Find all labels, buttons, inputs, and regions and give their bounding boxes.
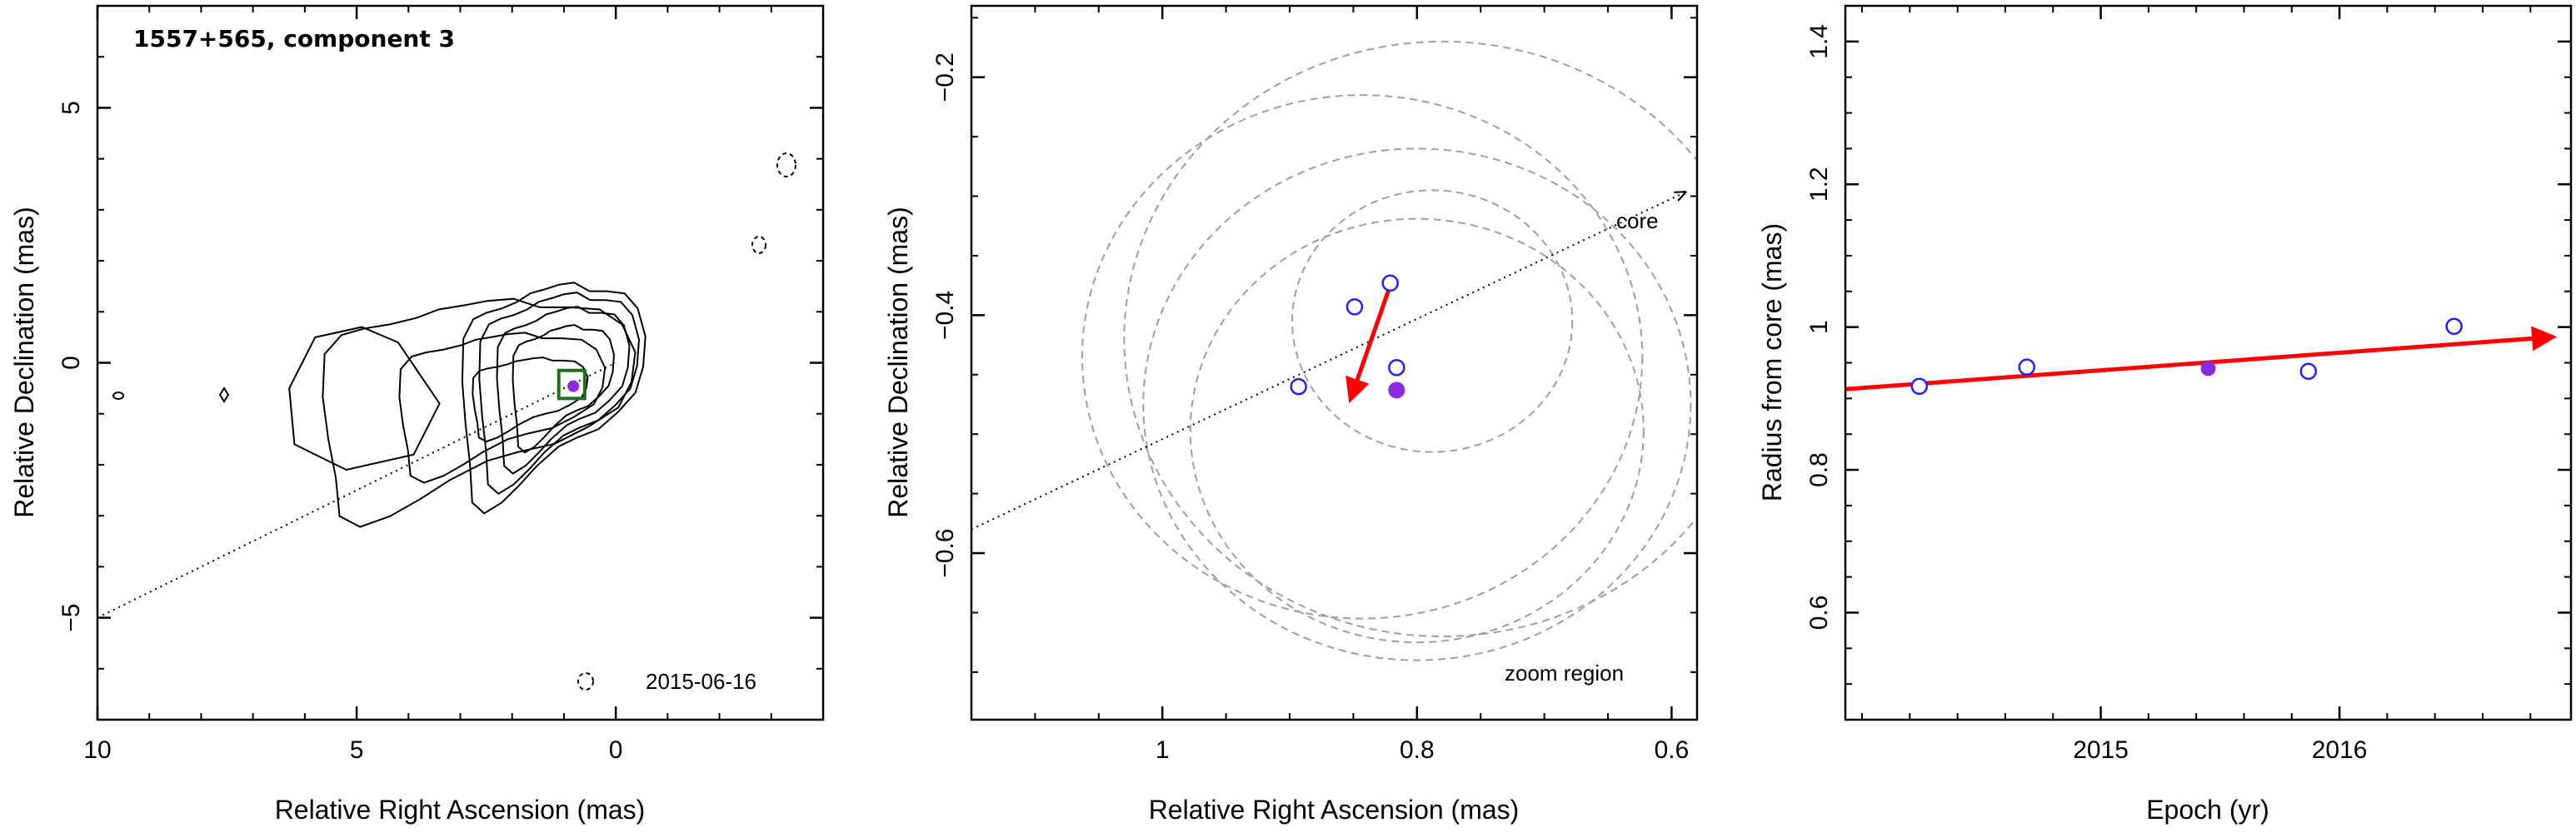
contour-level	[461, 282, 646, 515]
position-points	[1290, 274, 1405, 399]
panel-contour-map: 10 5 0 −5 0 5 1557+565, component 3 2015-06-1…	[9, 4, 825, 825]
contour-level	[472, 357, 589, 443]
radius-points	[1910, 317, 2463, 396]
contour-level	[288, 326, 441, 471]
open-point	[1381, 274, 1399, 292]
noise-contour	[577, 672, 594, 691]
plot-frame	[970, 4, 1699, 721]
y-tick-label: 5	[57, 101, 85, 115]
y-tick-label: 0.6	[1805, 596, 1833, 631]
y-tick-label: 1.2	[1805, 167, 1833, 202]
x-tick-label: 2015	[2073, 736, 2129, 764]
y-tick-label: −5	[57, 603, 85, 631]
open-point	[2445, 317, 2463, 336]
uncertainty-circles	[1081, 40, 1697, 661]
open-point	[2299, 362, 2318, 381]
noise-contour	[112, 392, 124, 400]
observation-date: 2015-06-16	[646, 669, 756, 694]
contour-level	[398, 332, 607, 484]
uncertainty-circle	[1142, 147, 1692, 661]
chart-title: 1557+565, component 3	[133, 25, 455, 52]
panel-zoom-region: 1 0.8 0.6 −0.6 −0.4 −0.2 core zoom region Rel…	[883, 4, 1699, 825]
axis-ticks: 1 0.8 0.6 −0.6 −0.4 −0.2	[931, 6, 1697, 764]
x-tick-label: 0.6	[1655, 736, 1690, 764]
velocity-vector	[1345, 284, 1393, 404]
open-point	[1910, 377, 1929, 396]
noise-contour	[218, 387, 230, 403]
y-tick-label: −0.6	[931, 528, 959, 577]
x-tick-label: 10	[83, 736, 111, 764]
zoom-region-label: zoom region	[1505, 661, 1624, 686]
contour-lines	[288, 282, 646, 528]
uncertainty-circle	[1189, 217, 1645, 644]
filled-point	[2200, 361, 2216, 377]
axis-ticks: 2015 2016 0.6 0.8 1 1.2 1.4	[1805, 5, 2571, 764]
contour-level	[512, 324, 616, 454]
zoom-box	[557, 368, 587, 401]
y-tick-label: 1	[1805, 320, 1833, 334]
trend-arrow	[1845, 326, 2558, 392]
panel-radius-epoch: 2015 2016 0.6 0.8 1 1.2 1.4 Epoch (yr) Radius …	[1757, 4, 2573, 825]
open-point	[1290, 377, 1307, 396]
open-point	[1388, 358, 1405, 377]
core-direction-line	[971, 192, 1685, 531]
noise-contour	[776, 152, 796, 177]
y-tick-label: −0.4	[931, 291, 959, 340]
y-tick-label: 0.8	[1805, 452, 1833, 487]
contour-level	[478, 292, 641, 496]
y-tick-label: 0	[57, 356, 85, 370]
axis-ticks: 10 5 0 −5 0 5	[57, 5, 824, 764]
uncertainty-circle	[1123, 40, 1697, 637]
noise-contour	[751, 236, 766, 254]
y-axis-label: Relative Declination (mas)	[883, 207, 913, 517]
contour-level	[496, 306, 631, 475]
x-tick-label: 5	[350, 736, 364, 764]
jet-direction-line	[97, 362, 617, 619]
open-point	[2018, 358, 2035, 376]
x-axis-label: Relative Right Ascension (mas)	[275, 795, 646, 825]
x-tick-label: 1	[1156, 736, 1170, 764]
component-marker	[567, 380, 580, 392]
y-axis-label: Radius from core (mas)	[1757, 223, 1787, 501]
x-tick-label: 2016	[2312, 736, 2368, 764]
x-axis-label: Relative Right Ascension (mas)	[1149, 795, 1520, 825]
core-label: core	[1616, 208, 1659, 233]
uncertainty-circle	[1081, 94, 1644, 620]
x-tick-label: 0	[609, 736, 623, 764]
contour-level	[322, 297, 637, 528]
x-tick-label: 0.8	[1400, 736, 1435, 764]
y-axis-label: Relative Declination (mas)	[9, 207, 39, 517]
uncertainty-circle	[1291, 189, 1574, 453]
filled-point	[1388, 382, 1405, 399]
y-tick-label: 1.4	[1805, 24, 1833, 59]
plot-frame	[96, 4, 825, 721]
x-axis-label: Epoch (yr)	[2146, 795, 2269, 825]
y-tick-label: −0.2	[931, 52, 959, 102]
open-point	[1345, 298, 1364, 316]
